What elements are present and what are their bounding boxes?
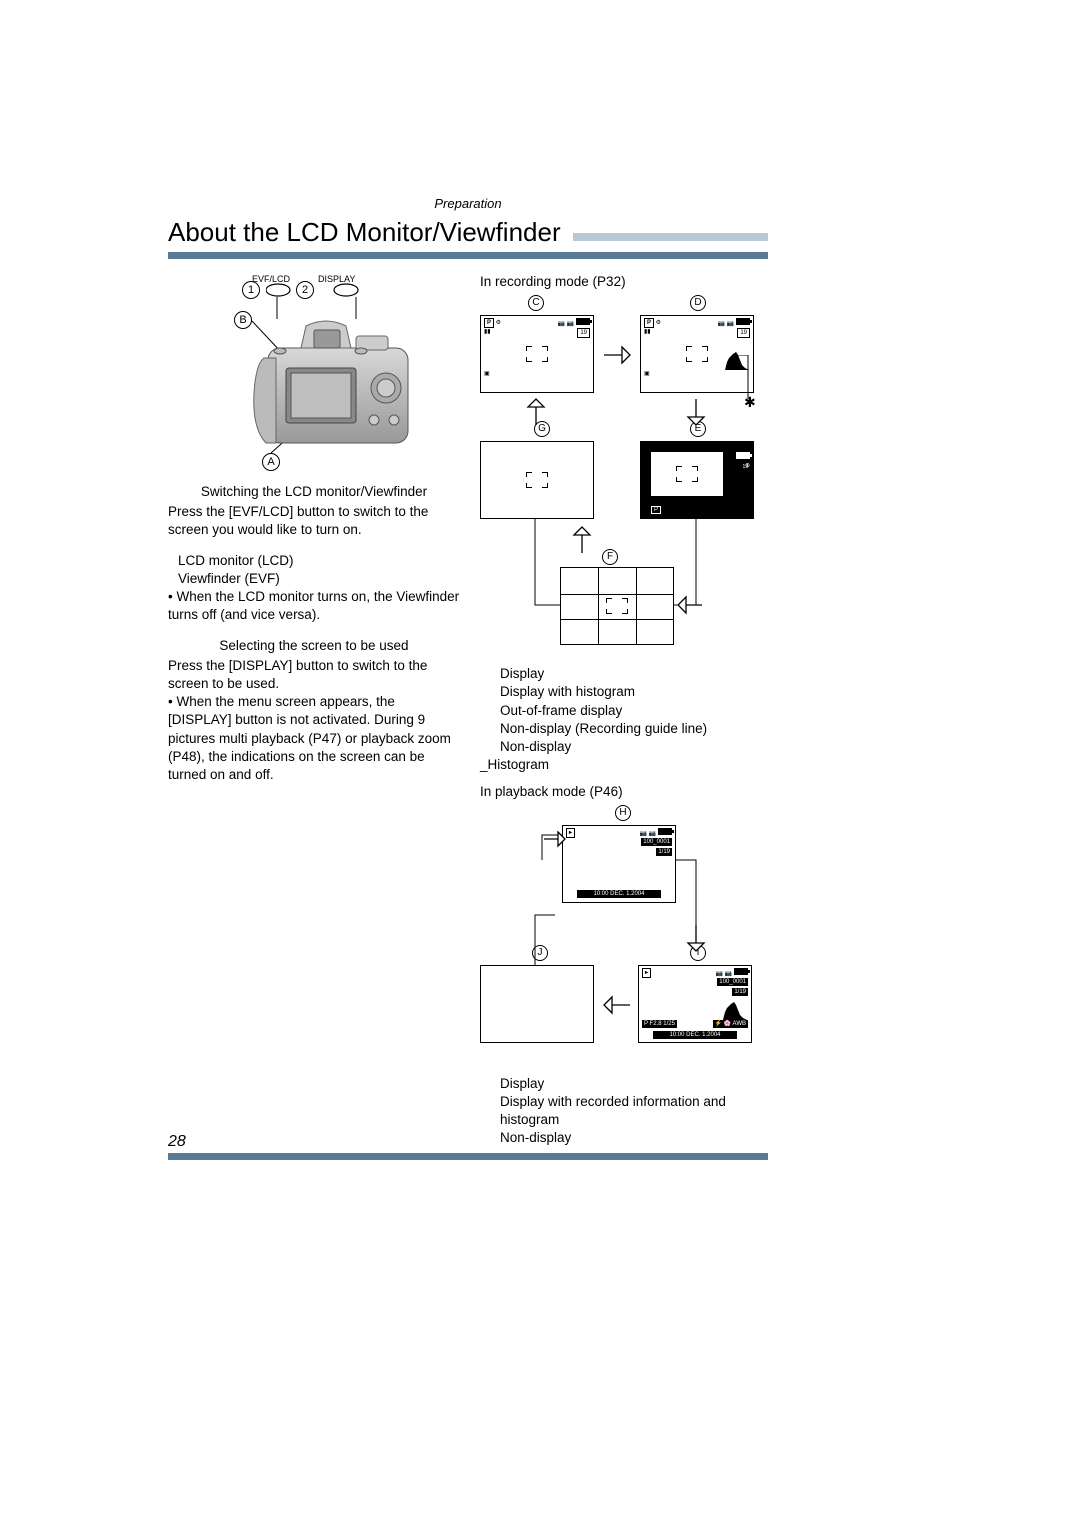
playback-mode-heading: In playback mode (P46) bbox=[480, 783, 768, 801]
playback-item-1: Display with recorded information and hi… bbox=[500, 1093, 768, 1129]
lcd-monitor-line: LCD monitor (LCD) bbox=[178, 552, 460, 570]
recording-item-3: Non-display (Recording guide line) bbox=[500, 720, 768, 738]
recording-diagram: C D G E F ✱ P ⚙ 📷 📷 ▮▮ 19 ▣ P ⚙ bbox=[480, 295, 760, 665]
arrow-i-to-j bbox=[602, 993, 632, 1017]
selecting-heading: Selecting the screen to be used bbox=[168, 637, 460, 655]
right-column: In recording mode (P32) C D G E F ✱ P ⚙ … bbox=[480, 273, 768, 1148]
histogram-label: _Histogram bbox=[480, 756, 768, 774]
page-number: 28 bbox=[168, 1133, 768, 1151]
camera-illustration-svg bbox=[246, 308, 421, 458]
when-lcd-note: • When the LCD monitor turns on, the Vie… bbox=[168, 588, 460, 624]
viewfinder-line: Viewfinder (EVF) bbox=[178, 570, 460, 588]
arrow-j-to-h bbox=[542, 827, 566, 851]
arrow-h-to-i bbox=[684, 923, 708, 953]
playback-connectors bbox=[480, 805, 760, 1055]
recording-item-4: Non-display bbox=[500, 738, 768, 756]
title-bar bbox=[573, 233, 768, 241]
page-footer: 28 bbox=[168, 1133, 768, 1160]
arrow-e-to-f bbox=[678, 593, 702, 617]
footer-bar bbox=[168, 1153, 768, 1160]
header-divider bbox=[168, 252, 768, 259]
camera-diagram: EVF/LCD DISPLAY 1 2 B A bbox=[194, 273, 434, 473]
playback-diagram: H J I ▸ 📷 📷 100_0001 1/19 10:00 DEC. 1.2… bbox=[480, 805, 760, 1075]
menu-note: • When the menu screen appears, the [DIS… bbox=[168, 693, 460, 784]
recording-item-0: Display bbox=[500, 665, 768, 683]
switching-text: Press the [EVF/LCD] button to switch to … bbox=[168, 503, 460, 539]
connector-lines bbox=[480, 295, 760, 655]
recording-mode-heading: In recording mode (P32) bbox=[480, 273, 768, 291]
section-label: Preparation bbox=[168, 196, 768, 211]
selecting-text: Press the [DISPLAY] button to switch to … bbox=[168, 657, 460, 693]
recording-item-2: Out-of-frame display bbox=[500, 702, 768, 720]
recording-item-1: Display with histogram bbox=[500, 683, 768, 701]
left-column: EVF/LCD DISPLAY 1 2 B A bbox=[168, 273, 460, 1148]
page-title: About the LCD Monitor/Viewfinder bbox=[168, 217, 561, 248]
playback-item-0: Display bbox=[500, 1075, 768, 1093]
switching-heading: Switching the LCD monitor/Viewfinder bbox=[168, 483, 460, 501]
